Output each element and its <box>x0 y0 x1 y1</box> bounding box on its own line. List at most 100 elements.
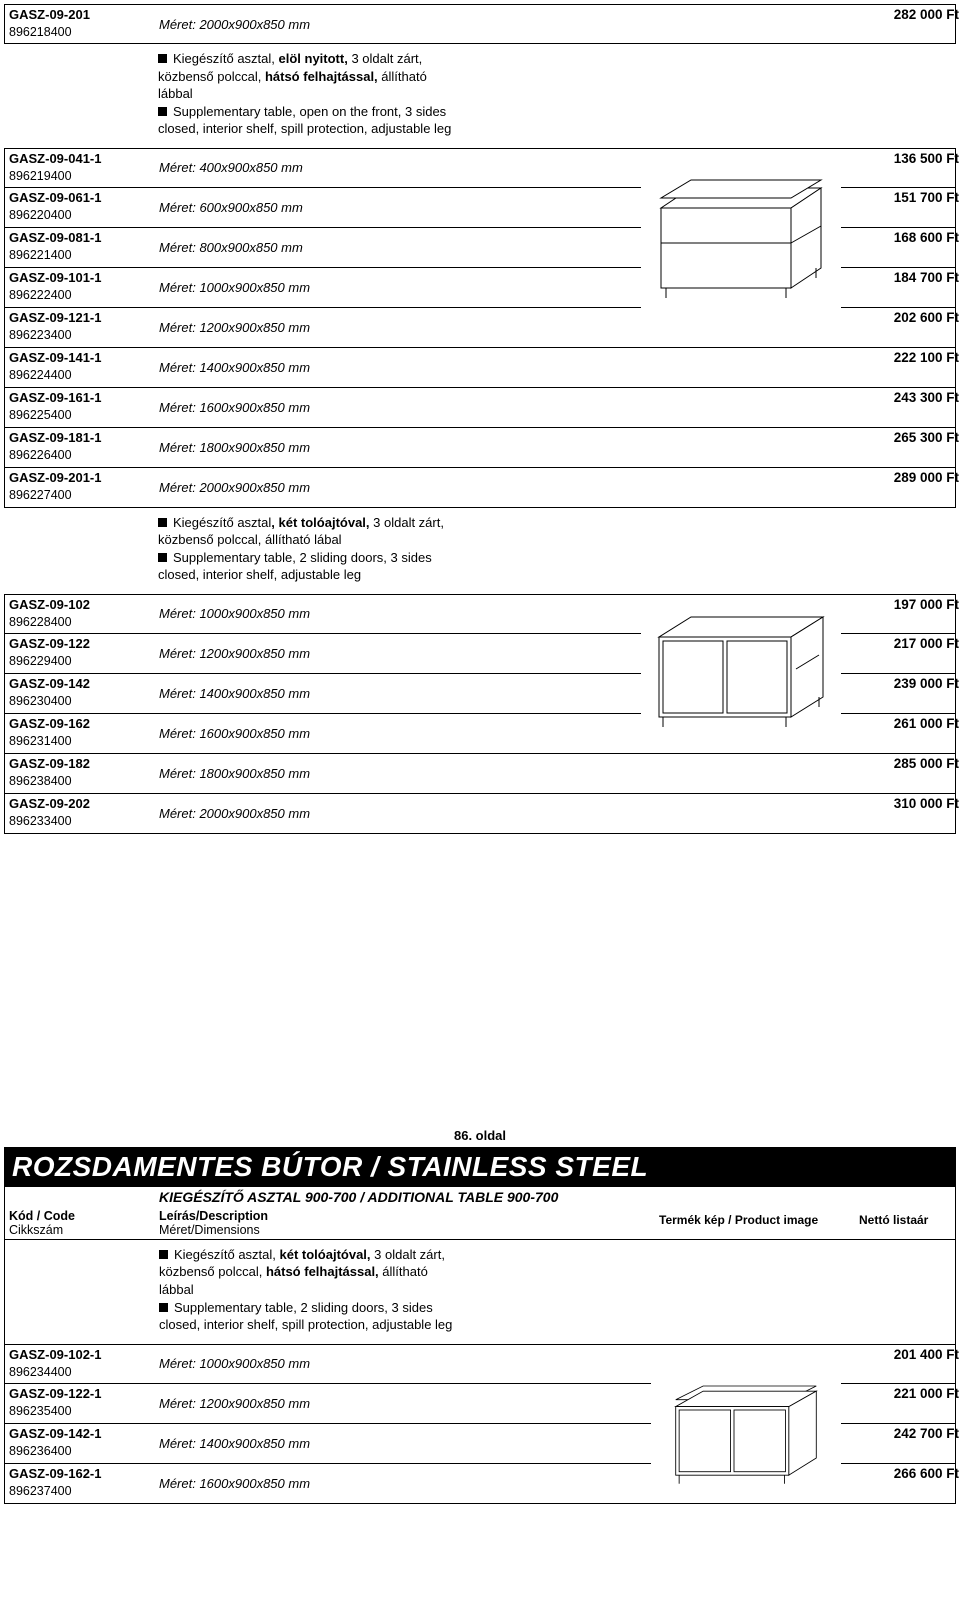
table-row: GASZ-09-201-1 896227400 Méret: 2000x900x85… <box>4 468 956 508</box>
product-code: GASZ-09-162-1 <box>9 1466 101 1481</box>
product-number: 896231400 <box>9 734 72 748</box>
dimension-cell: Méret: 600x900x850 mm <box>155 188 655 227</box>
price-cell: 242 700 Ft <box>855 1424 960 1463</box>
price-cell: 217 000 Ft <box>855 634 960 673</box>
dimension-cell: Méret: 1400x900x850 mm <box>155 1424 655 1463</box>
table-row: GASZ-09-141-1896224400Méret: 1400x900x85… <box>4 348 956 388</box>
price-cell: 202 600 Ft <box>855 308 960 347</box>
price-cell: 222 100 Ft <box>855 348 960 387</box>
product-number: 896234400 <box>9 1365 72 1379</box>
product-code: GASZ-09-142-1 <box>9 1426 101 1441</box>
product-number: 896222400 <box>9 288 72 302</box>
dimension-cell: Méret: 1200x900x850 mm <box>155 308 655 347</box>
image-cell <box>655 5 855 43</box>
product-number: 896220400 <box>9 208 72 222</box>
product-number: 896226400 <box>9 448 72 462</box>
image-cell <box>655 388 855 427</box>
dimension-cell: Méret: 400x900x850 mm <box>155 149 655 187</box>
price-cell: 221 000 Ft <box>855 1384 960 1423</box>
code-cell: GASZ-09-181-1 896226400 <box>5 428 155 467</box>
product-code: GASZ-09-122 <box>9 636 90 651</box>
code-cell: GASZ-09-141-1896224400 <box>5 348 155 387</box>
code-cell: GASZ-09-122896229400 <box>5 634 155 673</box>
product-code: GASZ-09-161-1 <box>9 390 101 405</box>
dimension-cell: Méret: 1600x900x850 mm <box>155 1464 655 1503</box>
product-block-2: GASZ-09-102896228400Méret: 1000x900x850 … <box>4 594 956 834</box>
dimension-cell: Méret: 1400x900x850 mm <box>155 674 655 713</box>
description-block: Kiegészítő asztal, két tolóajtóval, 3 ol… <box>4 1240 956 1344</box>
image-cell <box>655 754 855 793</box>
dimension-cell: Méret: 1600x900x850 mm <box>155 388 655 427</box>
dimension-cell: Méret: 1200x900x850 mm <box>155 634 655 673</box>
product-code: GASZ-09-102 <box>9 597 90 612</box>
product-number: 896235400 <box>9 1404 72 1418</box>
product-number: 896237400 <box>9 1484 72 1498</box>
product-code: GASZ-09-201-1 <box>9 470 101 485</box>
product-number: 896219400 <box>9 169 72 183</box>
price-cell: 184 700 Ft <box>855 268 960 307</box>
table-row: GASZ-09-182896238400Méret: 1800x900x850 … <box>4 754 956 794</box>
product-code: GASZ-09-142 <box>9 676 90 691</box>
dimension-cell: Méret: 2000x900x850 mm <box>155 794 655 833</box>
table-row: GASZ-09-161-1 896225400 Méret: 1600x900x85… <box>4 388 956 428</box>
code-cell: GASZ-09-121-1896223400 <box>5 308 155 347</box>
price-cell: 201 400 Ft <box>855 1345 960 1383</box>
code-cell: GASZ-09-201 896218400 <box>5 5 155 43</box>
product-number: 896223400 <box>9 328 72 342</box>
product-number: 896227400 <box>9 488 72 502</box>
code-cell: GASZ-09-102-1 896234400 <box>5 1345 155 1383</box>
image-cell <box>655 308 855 347</box>
price-cell: 310 000 Ft <box>855 794 960 833</box>
product-code: GASZ-09-101-1 <box>9 270 101 285</box>
code-cell: GASZ-09-182896238400 <box>5 754 155 793</box>
dimension-cell: Méret: 1000x900x850 mm <box>155 1345 655 1383</box>
price-cell: 151 700 Ft <box>855 188 960 227</box>
dimension-cell: Méret: 1000x900x850 mm <box>155 595 655 633</box>
product-number: 896238400 <box>9 774 72 788</box>
bullet-icon <box>159 1303 168 1312</box>
bullet-icon <box>159 1250 168 1259</box>
code-cell: GASZ-09-161-1 896225400 <box>5 388 155 427</box>
product-image <box>641 168 841 308</box>
dimension-cell: Méret: 2000x900x850 mm <box>155 468 655 507</box>
price-cell: 285 000 Ft <box>855 754 960 793</box>
price-cell: 289 000 Ft <box>855 468 960 507</box>
product-code: GASZ-09-181-1 <box>9 430 101 445</box>
price-cell: 243 300 Ft <box>855 388 960 427</box>
dimension-cell: Méret: 1400x900x850 mm <box>155 348 655 387</box>
code-cell: GASZ-09-101-1 896222400 <box>5 268 155 307</box>
category-title: ROZSDAMENTES BÚTOR / STAINLESS STEEL <box>4 1147 956 1187</box>
product-number: 896225400 <box>9 408 72 422</box>
description-block: Kiegészítő asztal, elöl nyitott, 3 oldal… <box>4 44 956 148</box>
product-number: 896230400 <box>9 694 72 708</box>
price-cell: 197 000 Ft <box>855 595 960 633</box>
product-number: 896221400 <box>9 248 72 262</box>
price-cell: 168 600 Ft <box>855 228 960 267</box>
product-code: GASZ-09-122-1 <box>9 1386 101 1401</box>
product-code: GASZ-09-081-1 <box>9 230 101 245</box>
dimension-cell: Méret: 1200x900x850 mm <box>155 1384 655 1423</box>
code-cell: GASZ-09-041-1 896219400 <box>5 149 155 187</box>
product-image <box>641 599 841 739</box>
price-cell: 136 500 Ft <box>855 149 960 187</box>
image-cell <box>655 428 855 467</box>
product-number: 896218400 <box>9 25 72 39</box>
code-cell: GASZ-09-061-1896220400 <box>5 188 155 227</box>
code-cell: GASZ-09-142-1 896236400 <box>5 1424 155 1463</box>
image-cell <box>655 468 855 507</box>
code-cell: GASZ-09-202896233400 <box>5 794 155 833</box>
product-code: GASZ-09-102-1 <box>9 1347 101 1362</box>
product-number: 896236400 <box>9 1444 72 1458</box>
price-cell: 239 000 Ft <box>855 674 960 713</box>
product-number: 896233400 <box>9 814 72 828</box>
code-cell: GASZ-09-201-1 896227400 <box>5 468 155 507</box>
code-cell: GASZ-09-162896231400 <box>5 714 155 753</box>
product-code: GASZ-09-041-1 <box>9 151 101 166</box>
description-block: Kiegészítő asztal, két tolóajtóval, 3 ol… <box>4 508 956 594</box>
category-subtitle: KIEGÉSZÍTŐ ASZTAL 900-700 / ADDITIONAL T… <box>4 1187 956 1207</box>
page-number: 86. oldal <box>4 1124 956 1147</box>
image-cell <box>655 348 855 387</box>
product-code: GASZ-09-201 <box>9 7 90 22</box>
table-row: GASZ-09-201 896218400 Méret: 2000x900x85… <box>4 4 956 44</box>
code-cell: GASZ-09-122-1 896235400 <box>5 1384 155 1423</box>
